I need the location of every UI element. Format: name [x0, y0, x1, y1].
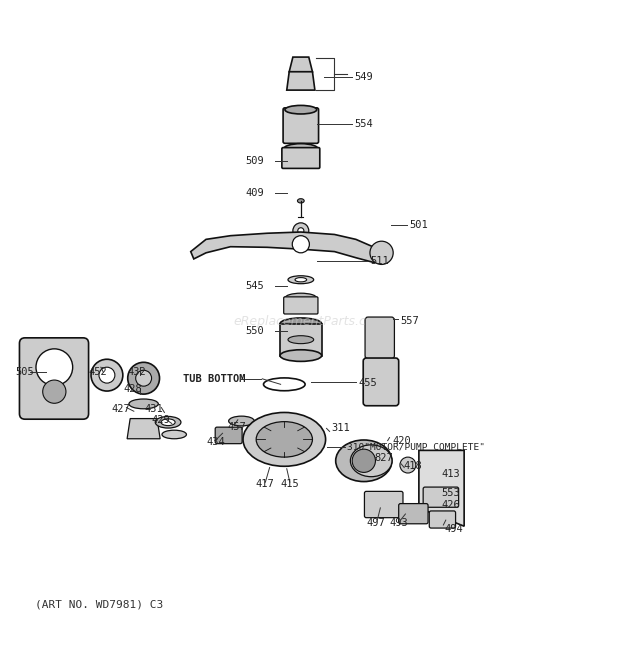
Polygon shape: [287, 72, 315, 90]
FancyBboxPatch shape: [19, 338, 89, 419]
Ellipse shape: [162, 430, 187, 439]
Text: 455: 455: [359, 378, 378, 388]
Text: 553: 553: [441, 488, 460, 498]
Polygon shape: [191, 232, 386, 262]
Text: 413: 413: [441, 469, 460, 479]
Circle shape: [292, 236, 309, 253]
FancyBboxPatch shape: [284, 297, 318, 314]
Ellipse shape: [229, 416, 254, 426]
Text: 417: 417: [255, 479, 273, 489]
Text: 427: 427: [111, 404, 130, 414]
Text: 431: 431: [145, 404, 164, 414]
Circle shape: [128, 362, 159, 394]
Text: 428: 428: [123, 383, 142, 393]
FancyBboxPatch shape: [282, 147, 320, 169]
FancyBboxPatch shape: [283, 108, 319, 143]
Text: 432: 432: [128, 367, 146, 377]
Text: 434: 434: [206, 438, 225, 447]
Text: 511: 511: [370, 256, 389, 266]
Ellipse shape: [280, 318, 322, 330]
Circle shape: [293, 223, 309, 239]
Ellipse shape: [280, 350, 322, 362]
FancyBboxPatch shape: [423, 487, 459, 507]
Ellipse shape: [285, 105, 317, 114]
Text: 545: 545: [246, 282, 265, 292]
Ellipse shape: [295, 278, 307, 282]
Text: 418: 418: [403, 461, 422, 471]
Ellipse shape: [288, 336, 314, 344]
Text: 494: 494: [445, 524, 463, 534]
Text: 493: 493: [389, 518, 408, 528]
Text: 509: 509: [246, 156, 265, 166]
Text: 549: 549: [354, 71, 373, 82]
Ellipse shape: [283, 143, 319, 155]
Text: 557: 557: [401, 317, 419, 327]
Text: 554: 554: [354, 119, 373, 129]
Text: 505: 505: [15, 367, 34, 377]
Text: 420: 420: [392, 436, 410, 446]
FancyBboxPatch shape: [399, 504, 428, 524]
Text: 501: 501: [409, 220, 428, 230]
Text: 452: 452: [89, 367, 107, 377]
Ellipse shape: [161, 419, 175, 426]
Text: eReplacementParts.com: eReplacementParts.com: [234, 315, 386, 328]
Circle shape: [298, 228, 304, 234]
Circle shape: [91, 359, 123, 391]
Text: 310"MOTOR/PUMP COMPLETE": 310"MOTOR/PUMP COMPLETE": [347, 442, 485, 451]
Ellipse shape: [129, 399, 158, 408]
Text: 409: 409: [246, 188, 265, 198]
Ellipse shape: [285, 293, 317, 303]
FancyBboxPatch shape: [215, 427, 242, 444]
Text: (ART NO. WD7981) C3: (ART NO. WD7981) C3: [35, 600, 163, 609]
Text: 426: 426: [441, 500, 460, 510]
Ellipse shape: [155, 416, 181, 428]
Text: 457: 457: [228, 422, 246, 432]
Text: 497: 497: [366, 518, 385, 528]
FancyBboxPatch shape: [365, 491, 403, 518]
Text: 827: 827: [375, 453, 394, 463]
Polygon shape: [289, 57, 312, 72]
Circle shape: [370, 241, 393, 264]
Ellipse shape: [243, 412, 326, 466]
Ellipse shape: [335, 440, 392, 482]
Polygon shape: [127, 418, 160, 439]
Text: 550: 550: [246, 325, 265, 336]
Circle shape: [136, 370, 151, 386]
FancyBboxPatch shape: [429, 511, 456, 528]
Circle shape: [352, 449, 376, 473]
Text: 429: 429: [151, 415, 170, 426]
Circle shape: [43, 380, 66, 403]
Ellipse shape: [256, 422, 312, 457]
Ellipse shape: [350, 445, 392, 477]
Circle shape: [99, 368, 115, 383]
Circle shape: [36, 349, 73, 385]
Ellipse shape: [298, 199, 304, 203]
Circle shape: [400, 457, 416, 473]
Polygon shape: [419, 450, 464, 526]
FancyBboxPatch shape: [365, 317, 394, 359]
Text: 311: 311: [332, 423, 350, 434]
Text: 415: 415: [281, 479, 299, 489]
Text: TUB BOTTOM: TUB BOTTOM: [183, 374, 246, 384]
Bar: [280, 324, 322, 356]
FancyBboxPatch shape: [363, 358, 399, 406]
Ellipse shape: [288, 276, 314, 284]
